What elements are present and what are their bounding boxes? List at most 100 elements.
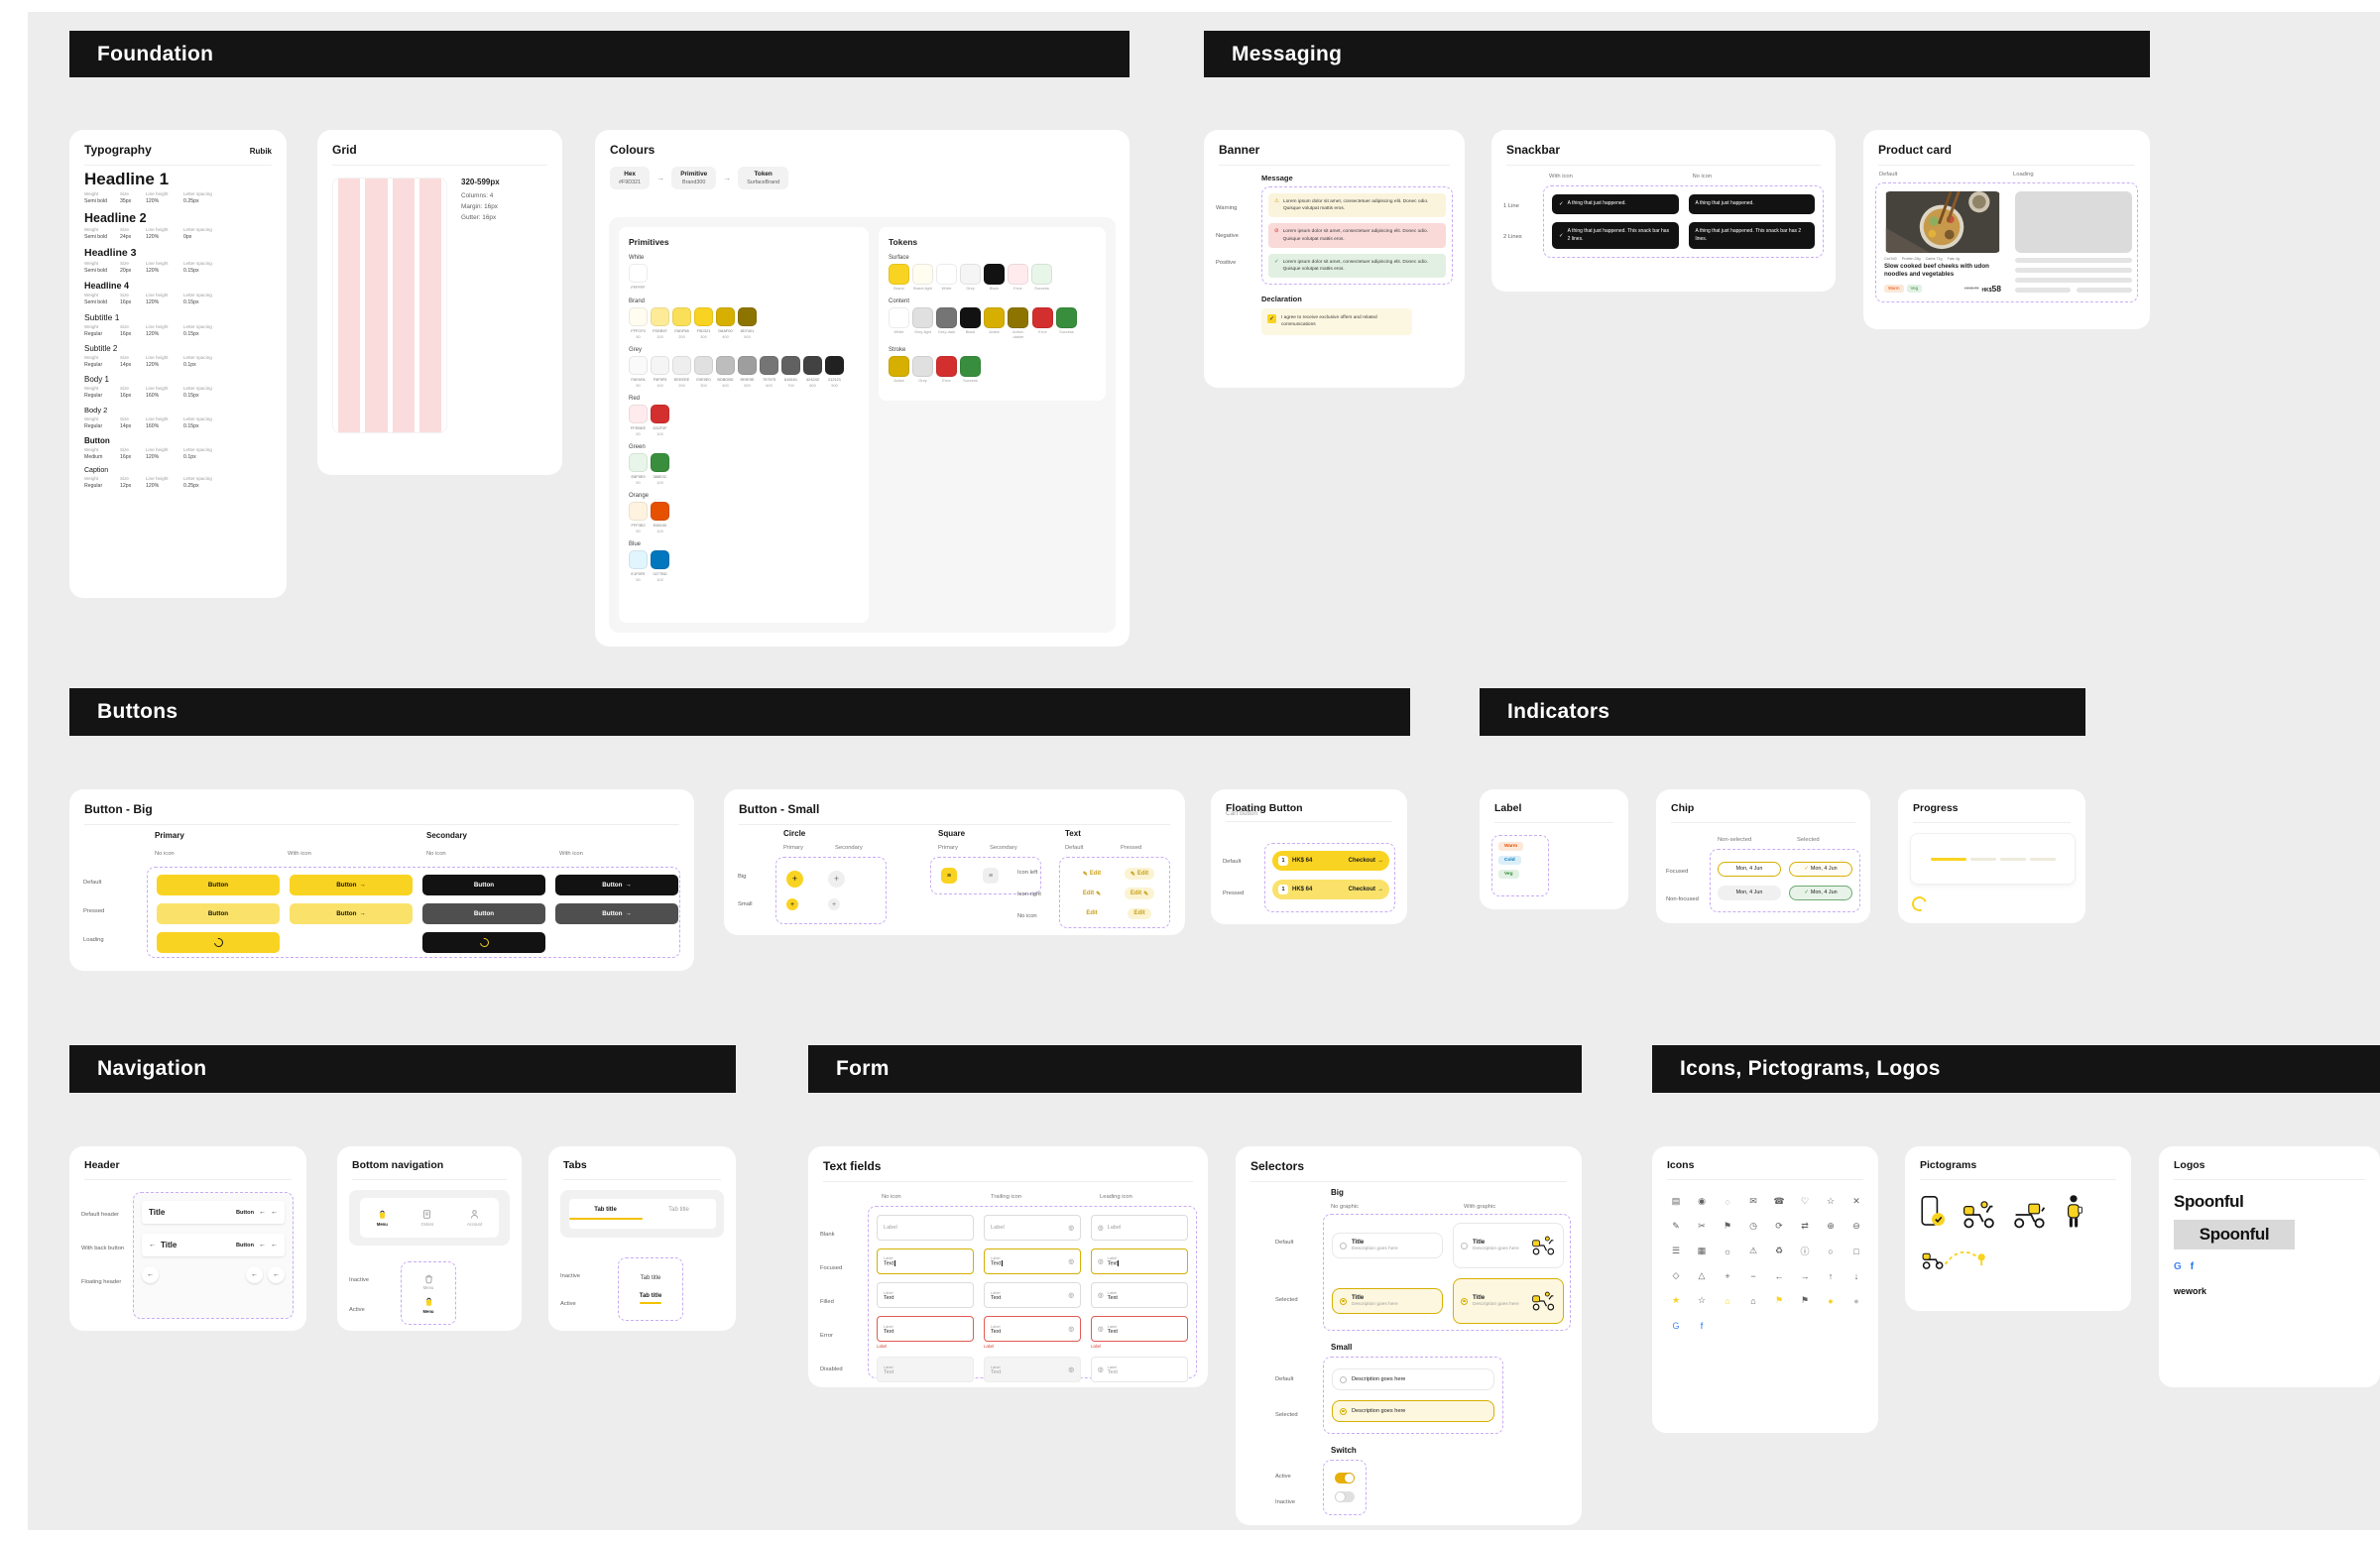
menu-icon[interactable]: ☰ bbox=[1671, 1246, 1681, 1255]
swatch-box[interactable] bbox=[629, 405, 648, 423]
swatch-box[interactable] bbox=[629, 264, 648, 283]
swatch-box[interactable] bbox=[629, 453, 648, 472]
swatch-box[interactable] bbox=[984, 307, 1005, 328]
field-icon[interactable]: ◎ bbox=[1068, 1292, 1074, 1299]
swatch-box[interactable] bbox=[651, 502, 669, 521]
snackbar-2line-noicon[interactable]: A thing that just happened. This snack b… bbox=[1688, 222, 1815, 250]
star-inactive-icon[interactable]: ☆ bbox=[1697, 1295, 1707, 1305]
swatch-box[interactable] bbox=[936, 264, 957, 285]
swatch-box[interactable] bbox=[1008, 264, 1028, 285]
swatch-box[interactable] bbox=[651, 453, 669, 472]
dot-active-icon[interactable]: ● bbox=[1828, 1295, 1834, 1306]
button-primary-icon-pressed[interactable]: Button → bbox=[290, 903, 413, 924]
text-button-no-icon-pressed[interactable]: Edit bbox=[1128, 907, 1151, 919]
chip-focused-nonselected[interactable]: Mon, 4 Jun bbox=[1718, 861, 1781, 877]
field-icon[interactable]: ◎ bbox=[1098, 1326, 1104, 1333]
swatch-box[interactable] bbox=[1031, 264, 1052, 285]
triangle-icon[interactable]: △ bbox=[1698, 1270, 1706, 1280]
swatch-box[interactable] bbox=[960, 356, 981, 377]
edit-icon[interactable]: ✎ bbox=[1672, 1221, 1680, 1231]
button-secondary-icon-pressed[interactable]: Button → bbox=[555, 903, 678, 924]
selector-big-default[interactable]: Title Description goes here bbox=[1332, 1232, 1443, 1259]
swatch-box[interactable] bbox=[912, 264, 933, 285]
snackbar-2line-icon[interactable]: ✓ A thing that just happened. This snack… bbox=[1552, 222, 1679, 250]
swatch-box[interactable] bbox=[889, 307, 909, 328]
arrow-up-icon[interactable]: ↑ bbox=[1828, 1270, 1834, 1281]
home-inactive-icon[interactable]: ⌂ bbox=[1750, 1295, 1756, 1306]
clock-icon[interactable]: ◷ bbox=[1749, 1221, 1757, 1231]
plus-circle-icon[interactable]: ⊕ bbox=[1827, 1221, 1835, 1231]
swatch-box[interactable] bbox=[694, 356, 713, 375]
swatch-box[interactable] bbox=[672, 356, 691, 375]
swatch-box[interactable] bbox=[716, 307, 735, 326]
header-button[interactable]: Button bbox=[235, 1209, 254, 1216]
button-secondary-pressed[interactable]: Button bbox=[422, 903, 545, 924]
info-icon[interactable]: ⓘ bbox=[1800, 1247, 1810, 1256]
button-secondary-icon-default[interactable]: Button → bbox=[555, 875, 678, 895]
heart-icon[interactable]: ♡ bbox=[1800, 1196, 1810, 1206]
swatch-box[interactable] bbox=[912, 307, 933, 328]
circle-button-primary-big[interactable]: + bbox=[786, 870, 803, 888]
circle-button-primary-small[interactable]: + bbox=[786, 898, 798, 910]
mail-icon[interactable]: ✉ bbox=[1749, 1196, 1757, 1206]
chip-focused-selected[interactable]: ✓ Mon, 4 Jun bbox=[1789, 861, 1852, 877]
minus-circle-icon[interactable]: ⊖ bbox=[1852, 1221, 1860, 1231]
swatch-box[interactable] bbox=[936, 307, 957, 328]
button-primary-default[interactable]: Button bbox=[157, 875, 280, 895]
eye-icon[interactable]: ◉ bbox=[1698, 1196, 1706, 1206]
banner-message[interactable]: ⚠ Lorem ipsum dolor sit amet, consectetu… bbox=[1268, 193, 1446, 218]
arrow-left-icon[interactable]: ← bbox=[271, 1209, 278, 1216]
diamond-icon[interactable]: ◇ bbox=[1672, 1270, 1680, 1280]
field-icon[interactable]: ◎ bbox=[1098, 1292, 1104, 1299]
button-secondary-loading[interactable] bbox=[422, 932, 545, 953]
arrow-left-icon[interactable]: ← bbox=[1774, 1270, 1784, 1281]
arrow-right-icon[interactable]: → bbox=[1800, 1270, 1810, 1281]
snackbar-1line-icon[interactable]: ✓ A thing that just happened. bbox=[1552, 194, 1679, 215]
search-icon[interactable]: ◌ bbox=[1725, 1196, 1730, 1207]
back-icon[interactable]: ← bbox=[149, 1242, 156, 1248]
swatch-box[interactable] bbox=[672, 307, 691, 326]
field-icon[interactable]: ◎ bbox=[1068, 1258, 1074, 1265]
flag-active-icon[interactable]: ⚑ bbox=[1774, 1295, 1784, 1305]
home-active-icon[interactable]: ⌂ bbox=[1725, 1295, 1730, 1306]
sun-icon[interactable]: ☼ bbox=[1723, 1246, 1732, 1256]
arrow-left-icon[interactable]: ← bbox=[271, 1242, 278, 1248]
chip-nonfocused-nonselected[interactable]: Mon, 4 Jun bbox=[1718, 885, 1781, 900]
tab-state-active[interactable]: Tab title bbox=[639, 1293, 662, 1304]
swatch-box[interactable] bbox=[629, 502, 648, 521]
swatch-box[interactable] bbox=[651, 550, 669, 569]
button-secondary-default[interactable]: Button bbox=[422, 875, 545, 895]
swatch-box[interactable] bbox=[1032, 307, 1053, 328]
circle-icon[interactable]: ○ bbox=[1828, 1246, 1834, 1256]
text-field-filled[interactable]: Label Text bbox=[877, 1282, 974, 1308]
text-button-no-icon-default[interactable]: Edit bbox=[1086, 910, 1098, 916]
checkbox-checked-icon[interactable]: ✓ bbox=[1267, 314, 1276, 324]
switch-inactive[interactable] bbox=[1335, 1491, 1355, 1502]
button-primary-icon-default[interactable]: Button → bbox=[290, 875, 413, 895]
floating-action-button[interactable]: ← bbox=[246, 1266, 263, 1283]
swatch-box[interactable] bbox=[1056, 307, 1077, 328]
swatch-box[interactable] bbox=[629, 356, 648, 375]
field-icon[interactable]: ◎ bbox=[1068, 1225, 1074, 1232]
scissors-icon[interactable]: ✂ bbox=[1698, 1221, 1706, 1231]
flag-icon[interactable]: ⚑ bbox=[1723, 1221, 1732, 1231]
square-icon[interactable]: □ bbox=[1853, 1246, 1859, 1256]
arrow-left-icon[interactable]: ← bbox=[259, 1242, 266, 1248]
text-field-blank-trailing[interactable]: Label ◎ bbox=[984, 1215, 1081, 1241]
swatch-box[interactable] bbox=[889, 264, 909, 285]
swatch-box[interactable] bbox=[651, 356, 669, 375]
floating-back-button[interactable]: ← bbox=[142, 1266, 159, 1283]
text-field-focused-trailing[interactable]: Label Text ◎ bbox=[984, 1248, 1081, 1274]
swatch-box[interactable] bbox=[960, 264, 981, 285]
plus-icon[interactable]: + bbox=[1725, 1270, 1730, 1281]
text-button-icon-left-pressed[interactable]: ✎ Edit bbox=[1124, 868, 1155, 880]
swatch-box[interactable] bbox=[629, 550, 648, 569]
chip-nonfocused-selected[interactable]: ✓ Mon, 4 Jun bbox=[1789, 885, 1852, 900]
text-field-error[interactable]: Label Text bbox=[877, 1316, 974, 1342]
swatch-box[interactable] bbox=[781, 356, 800, 375]
recycle-icon[interactable]: ♻ bbox=[1774, 1246, 1784, 1255]
flag-inactive-icon[interactable]: ⚑ bbox=[1800, 1295, 1810, 1305]
square-button-secondary[interactable]: ≡ bbox=[983, 868, 999, 884]
swatch-box[interactable] bbox=[738, 307, 757, 326]
nav-item-active[interactable]: Menu bbox=[423, 1296, 434, 1314]
